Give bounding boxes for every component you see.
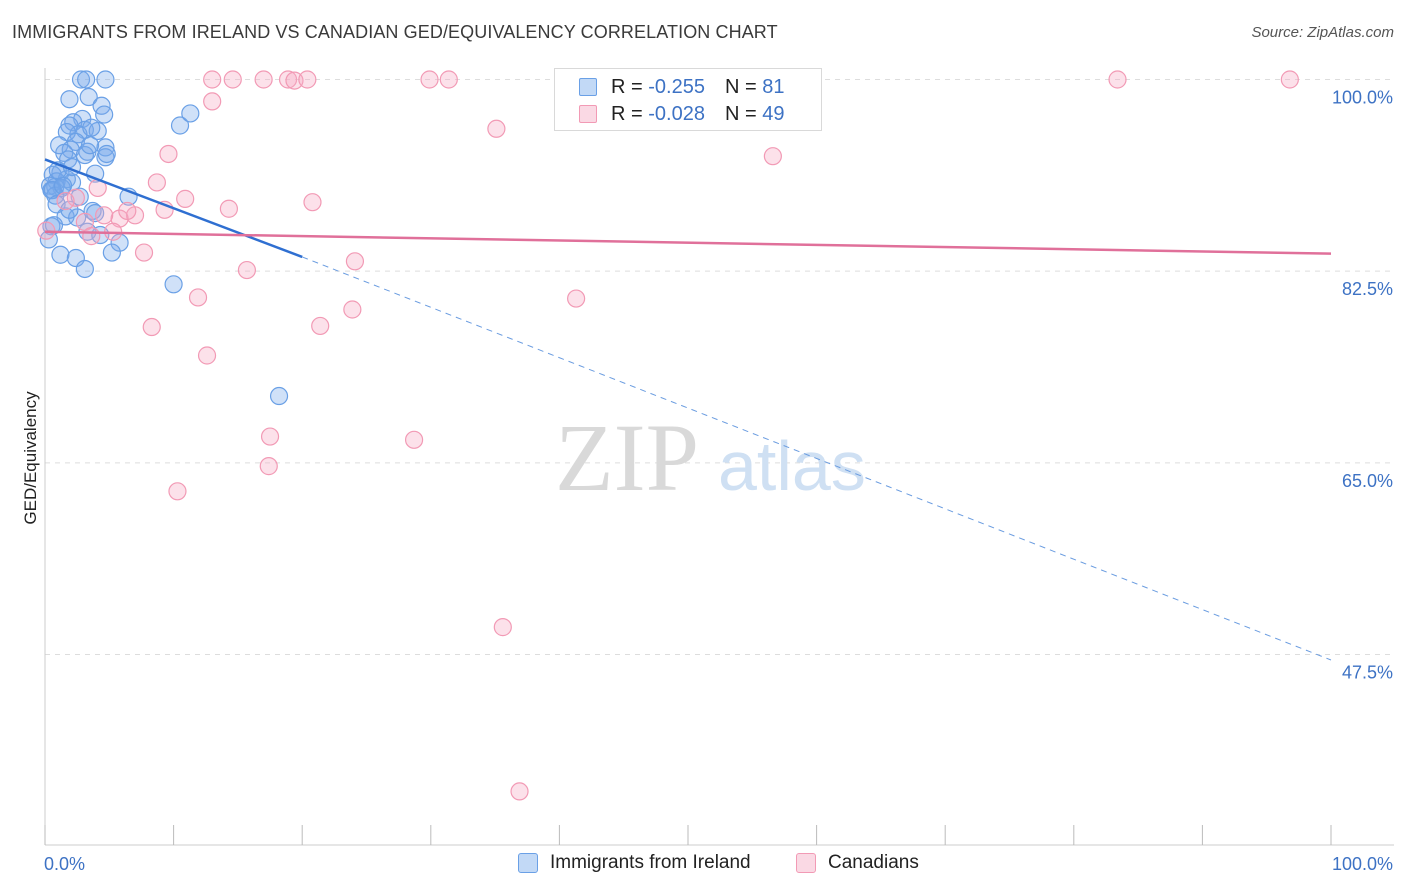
point-canadians	[260, 427, 280, 446]
point-canadians	[285, 71, 304, 90]
point-canadians	[487, 119, 506, 138]
y-axis-title: GED/Equivalency	[21, 391, 40, 525]
watermark: ZIP atlas	[555, 404, 866, 511]
y-tick-label: 65.0%	[1342, 471, 1393, 491]
point-canadians	[345, 252, 365, 271]
point-ireland	[51, 245, 70, 264]
legend-n-value: 49	[762, 102, 785, 125]
point-ireland	[102, 243, 121, 262]
legend-n-value: 81	[762, 75, 785, 98]
x-tick-label-max: 100.0%	[1332, 854, 1393, 874]
point-ireland	[170, 116, 190, 135]
point-ireland	[269, 386, 289, 406]
point-canadians	[188, 288, 208, 307]
point-ireland	[82, 118, 101, 137]
y-tick-label: 100.0%	[1332, 88, 1393, 108]
legend-swatch-ireland	[579, 78, 597, 96]
legend-swatch-canadians	[579, 105, 597, 123]
legend-r-label: R =	[611, 102, 643, 125]
trend-line-ireland	[44, 158, 303, 259]
point-ireland	[181, 104, 200, 123]
point-ireland	[77, 70, 96, 89]
point-ireland	[71, 70, 91, 89]
point-canadians	[203, 92, 222, 111]
point-ireland	[43, 181, 62, 200]
bottom-legend-swatch-canadians	[796, 853, 816, 873]
point-canadians	[278, 70, 298, 89]
bottom-legend-label-ireland: Immigrants from Ireland	[550, 852, 751, 873]
point-canadians	[159, 144, 178, 164]
y-tick-label: 47.5%	[1342, 663, 1393, 683]
point-canadians	[1108, 70, 1127, 89]
legend-r-value: -0.255	[648, 75, 705, 98]
point-ireland	[96, 138, 115, 157]
point-canadians	[118, 201, 137, 221]
point-canadians	[763, 147, 782, 166]
legend-n-label: N =	[724, 75, 757, 98]
point-canadians	[439, 70, 458, 89]
bottom-legend: Immigrants from Ireland Canadians	[0, 852, 1406, 878]
point-canadians	[197, 346, 217, 365]
point-canadians	[95, 206, 114, 225]
point-canadians	[219, 199, 238, 218]
point-canadians	[176, 189, 195, 208]
point-canadians	[203, 70, 222, 89]
axis-labels: 100.0% 82.5% 65.0% 47.5% 0.0% 100.0%	[44, 88, 1393, 875]
point-canadians	[237, 260, 257, 280]
point-canadians	[1280, 70, 1299, 89]
point-canadians	[343, 300, 362, 319]
chart-source: Source: ZipAtlas.com	[1251, 24, 1394, 41]
point-canadians	[311, 316, 330, 336]
legend-row-canadians: R = -0.028 N = 49	[579, 101, 784, 127]
point-canadians	[303, 193, 322, 212]
legend-n-label: N =	[724, 102, 757, 125]
point-ireland	[80, 136, 100, 155]
watermark-atlas: atlas	[718, 427, 866, 505]
point-canadians	[404, 430, 424, 449]
point-canadians	[56, 191, 75, 211]
trend-lines	[44, 158, 1332, 661]
point-ireland	[96, 70, 115, 89]
axes	[44, 68, 1394, 846]
x-tick-label-min: 0.0%	[44, 854, 85, 874]
point-ireland	[60, 90, 79, 109]
y-tick-label: 82.5%	[1342, 279, 1393, 299]
point-canadians	[254, 70, 273, 89]
point-canadians	[82, 227, 101, 246]
point-ireland	[97, 144, 116, 164]
point-canadians	[493, 618, 512, 637]
point-ireland	[75, 145, 94, 165]
point-ireland	[79, 87, 98, 107]
chart-title: IMMIGRANTS FROM IRELAND VS CANADIAN GED/…	[12, 22, 778, 42]
point-canadians	[134, 243, 154, 262]
point-canadians	[567, 289, 586, 308]
legend-r-value: -0.028	[648, 102, 705, 125]
point-canadians	[420, 70, 439, 89]
bottom-legend-swatch-ireland	[518, 853, 538, 873]
point-ireland	[95, 105, 114, 124]
bottom-legend-ireland: Immigrants from Ireland	[518, 852, 751, 874]
point-ireland	[53, 176, 73, 195]
point-canadians	[66, 188, 85, 207]
point-ireland	[75, 259, 94, 279]
trend-line-ireland-extension	[302, 256, 1332, 661]
point-canadians	[510, 782, 529, 801]
bottom-legend-canadians: Canadians	[796, 852, 919, 874]
point-canadians	[298, 70, 317, 89]
point-ireland	[164, 275, 183, 294]
point-canadians	[223, 70, 242, 89]
watermark-zip: ZIP	[555, 404, 699, 511]
point-canadians	[259, 457, 278, 476]
bottom-legend-label-canadians: Canadians	[828, 852, 919, 873]
trend-line-canadians	[44, 230, 1332, 255]
legend: R = -0.255 N = 81 R = -0.028 N = 49	[554, 68, 822, 131]
legend-row-ireland: R = -0.255 N = 81	[579, 74, 784, 100]
legend-r-label: R =	[611, 75, 643, 98]
data-points	[37, 70, 1299, 801]
gridlines	[45, 79, 1394, 655]
point-canadians	[147, 173, 166, 192]
point-canadians	[168, 482, 187, 501]
point-canadians	[142, 317, 161, 337]
